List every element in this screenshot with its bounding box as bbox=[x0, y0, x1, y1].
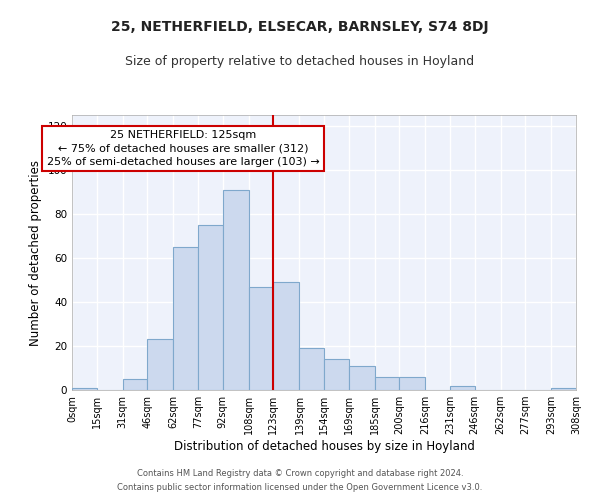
Bar bbox=[299, 348, 324, 390]
Text: 25, NETHERFIELD, ELSECAR, BARNSLEY, S74 8DJ: 25, NETHERFIELD, ELSECAR, BARNSLEY, S74 … bbox=[111, 20, 489, 34]
Bar bbox=[72, 388, 97, 390]
Bar bbox=[249, 286, 273, 390]
Y-axis label: Number of detached properties: Number of detached properties bbox=[29, 160, 42, 346]
Bar bbox=[399, 377, 425, 390]
Text: Contains HM Land Registry data © Crown copyright and database right 2024.: Contains HM Land Registry data © Crown c… bbox=[137, 468, 463, 477]
Bar bbox=[551, 388, 576, 390]
Bar bbox=[324, 359, 349, 390]
Text: 25 NETHERFIELD: 125sqm
← 75% of detached houses are smaller (312)
25% of semi-de: 25 NETHERFIELD: 125sqm ← 75% of detached… bbox=[47, 130, 320, 167]
Bar bbox=[450, 386, 475, 390]
Bar bbox=[273, 282, 299, 390]
Bar bbox=[349, 366, 375, 390]
Bar bbox=[123, 379, 147, 390]
Text: Contains public sector information licensed under the Open Government Licence v3: Contains public sector information licen… bbox=[118, 484, 482, 492]
Text: Size of property relative to detached houses in Hoyland: Size of property relative to detached ho… bbox=[125, 55, 475, 68]
Bar bbox=[198, 225, 223, 390]
X-axis label: Distribution of detached houses by size in Hoyland: Distribution of detached houses by size … bbox=[173, 440, 475, 453]
Bar bbox=[223, 190, 249, 390]
Bar bbox=[375, 377, 399, 390]
Bar bbox=[173, 247, 198, 390]
Bar bbox=[147, 340, 173, 390]
